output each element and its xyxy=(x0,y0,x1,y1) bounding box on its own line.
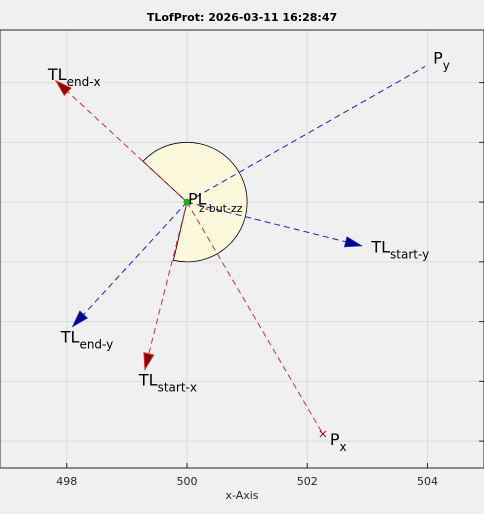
vector-label: TLend-x xyxy=(47,64,101,88)
sector xyxy=(142,141,248,263)
x-tick-label: 504 xyxy=(417,475,438,488)
origin-label: z-but-zz xyxy=(199,202,243,215)
label-sub: start-y xyxy=(390,247,429,261)
vector-label: TLstart-x xyxy=(138,370,197,394)
label-sub: end-y xyxy=(79,337,113,351)
x-axis-label: x-Axis xyxy=(225,489,258,502)
label-main: TL xyxy=(60,327,80,346)
x-tick-label: 498 xyxy=(56,475,77,488)
label-sub: x xyxy=(340,439,347,453)
vector-line xyxy=(186,66,426,203)
vector-label: Py xyxy=(433,48,450,72)
end-marker xyxy=(319,430,327,438)
vector-line xyxy=(144,201,188,370)
label-sub: start-x xyxy=(158,380,197,394)
origin-point xyxy=(183,198,191,206)
x-tick-label: 502 xyxy=(297,475,318,488)
x-tick-label: 500 xyxy=(176,475,197,488)
vector-label: TLstart-y xyxy=(370,237,429,261)
chart-title: TLofProt: 2026-03-11 16:28:47 xyxy=(147,11,337,24)
origin-label: PL xyxy=(188,190,207,209)
plot-area xyxy=(0,29,484,469)
vector-label: TLend-y xyxy=(60,327,114,351)
label-main: P xyxy=(330,429,340,448)
label-main: TL xyxy=(370,237,390,256)
label-sub: end-x xyxy=(67,74,101,88)
arrow-head xyxy=(143,352,155,372)
vector-label: Px xyxy=(330,429,347,453)
label-main: P xyxy=(433,48,443,67)
label-sub: y xyxy=(443,58,450,72)
vector-line xyxy=(72,201,188,327)
arrow-head xyxy=(71,310,89,328)
label-main: TL xyxy=(138,370,158,389)
arrow-head xyxy=(54,79,72,97)
label-main: TL xyxy=(47,64,67,83)
arrow-head xyxy=(343,236,363,248)
vector-line xyxy=(186,201,324,435)
